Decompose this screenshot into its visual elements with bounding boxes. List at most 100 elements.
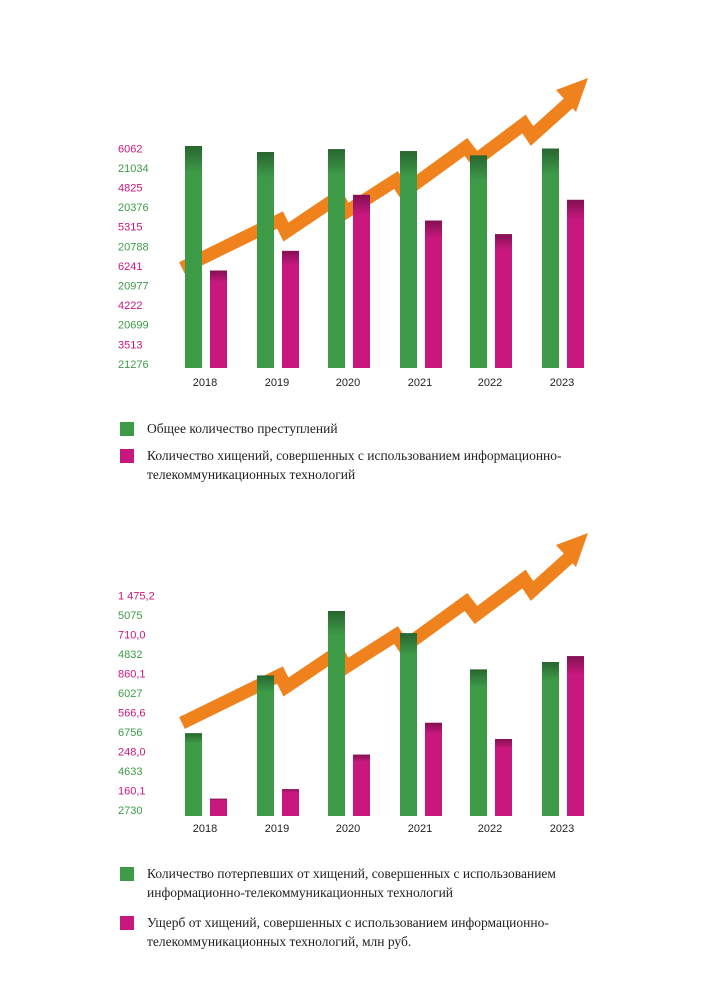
value-label: 6062 — [118, 143, 142, 155]
bar-shade — [282, 250, 299, 368]
bar-shade — [400, 151, 417, 368]
value-label: 6027 — [118, 688, 142, 700]
value-label: 20788 — [118, 241, 149, 253]
value-label: 160,1 — [118, 785, 146, 797]
bar-shade — [542, 148, 559, 368]
bar — [400, 151, 417, 368]
x-tick-label: 2021 — [408, 823, 432, 835]
legend-entry: Ущерб от хищений, совершенных с использо… — [120, 913, 610, 951]
bar — [542, 662, 559, 816]
value-label: 5075 — [118, 610, 142, 622]
legend-entry: Количество хищений, совершенных с исполь… — [120, 446, 610, 484]
value-label: 1 475,2 — [118, 590, 155, 602]
bar — [210, 798, 227, 816]
bar-shade — [425, 722, 442, 816]
bar — [257, 152, 274, 368]
value-label: 21034 — [118, 163, 149, 175]
value-label: 248,0 — [118, 746, 146, 758]
value-label: 5315 — [118, 222, 142, 234]
legend-label: Количество потерпевших от хищений, совер… — [147, 866, 556, 900]
bar — [470, 669, 487, 816]
bar-shade — [282, 789, 299, 816]
growth-arrow — [179, 78, 588, 274]
value-label: 566,6 — [118, 707, 146, 719]
bar — [567, 656, 584, 816]
bar — [425, 722, 442, 816]
value-label: 4825 — [118, 183, 142, 195]
legend-swatch — [120, 449, 134, 463]
value-label: 4832 — [118, 649, 142, 661]
bar — [185, 146, 202, 368]
bar — [353, 754, 370, 816]
bar — [353, 194, 370, 368]
legend-swatch — [120, 916, 134, 930]
value-label: 4222 — [118, 300, 142, 312]
value-label: 4633 — [118, 766, 142, 778]
bar-shade — [470, 669, 487, 816]
x-tick-label: 2021 — [408, 377, 432, 389]
bar — [495, 234, 512, 368]
bar-shade — [328, 611, 345, 816]
bar — [542, 148, 559, 368]
x-tick-label: 2019 — [265, 823, 289, 835]
legend-swatch — [120, 867, 134, 881]
bar — [495, 739, 512, 816]
x-tick-label: 2018 — [193, 377, 217, 389]
x-tick-label: 2022 — [478, 377, 502, 389]
x-tick-label: 2023 — [550, 377, 574, 389]
x-tick-label: 2019 — [265, 377, 289, 389]
bar-shade — [353, 754, 370, 816]
bar-shade — [210, 798, 227, 816]
bar-shade — [257, 152, 274, 368]
bar-shade — [257, 675, 274, 816]
value-label: 2730 — [118, 805, 142, 817]
bar-shade — [567, 656, 584, 816]
legend-entry: Общее количество преступлений — [120, 419, 610, 438]
bar — [425, 220, 442, 368]
value-label: 6241 — [118, 261, 142, 273]
bar — [328, 149, 345, 368]
bar-shade — [400, 633, 417, 816]
value-label: 710,0 — [118, 629, 146, 641]
x-tick-label: 2020 — [336, 377, 360, 389]
bar-shade — [185, 146, 202, 368]
value-label: 20699 — [118, 320, 149, 332]
x-tick-label: 2022 — [478, 823, 502, 835]
bar — [257, 675, 274, 816]
bar — [282, 789, 299, 816]
bar — [282, 250, 299, 368]
value-label: 860,1 — [118, 668, 146, 680]
bar-shade — [495, 739, 512, 816]
bar-shade — [470, 155, 487, 368]
bar-shade — [567, 199, 584, 368]
value-label: 20977 — [118, 281, 149, 293]
value-label: 3513 — [118, 339, 142, 351]
bar-shade — [425, 220, 442, 368]
value-label: 6756 — [118, 727, 142, 739]
bar — [470, 155, 487, 368]
legend-label: Количество хищений, совершенных с исполь… — [147, 448, 562, 482]
bar-shade — [495, 234, 512, 368]
bar-shade — [542, 662, 559, 816]
growth-arrow — [179, 533, 588, 729]
x-tick-label: 2020 — [336, 823, 360, 835]
legend-label: Ущерб от хищений, совершенных с использо… — [147, 915, 549, 949]
value-label: 20376 — [118, 202, 149, 214]
bar — [567, 199, 584, 368]
legend-label: Общее количество преступлений — [147, 421, 338, 436]
x-tick-label: 2018 — [193, 823, 217, 835]
x-tick-label: 2023 — [550, 823, 574, 835]
bar — [185, 733, 202, 816]
bar-shade — [210, 270, 227, 368]
legend-entry: Количество потерпевших от хищений, совер… — [120, 864, 610, 902]
value-label: 21276 — [118, 359, 149, 371]
bar — [400, 633, 417, 816]
bar — [210, 270, 227, 368]
bar-shade — [185, 733, 202, 816]
legend-swatch — [120, 422, 134, 436]
bar-shade — [353, 194, 370, 368]
bar-shade — [328, 149, 345, 368]
bar — [328, 611, 345, 816]
